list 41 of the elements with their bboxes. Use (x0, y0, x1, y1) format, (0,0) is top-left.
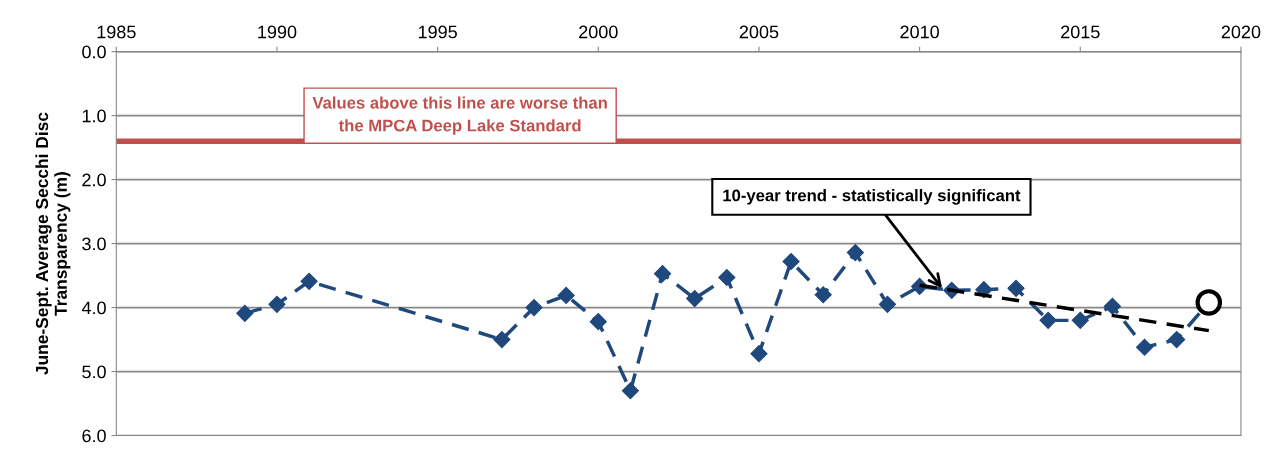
point (557, 286, 575, 304)
y-tick-label: 1.0 (82, 109, 106, 123)
annotation: 10-year trend - statistically significant (723, 189, 1021, 205)
point (1039, 311, 1057, 329)
x-tick-label: 2010 (900, 25, 939, 39)
y-tick-label: 2.0 (82, 173, 106, 187)
point (750, 345, 768, 363)
point (1168, 331, 1186, 349)
x-tick-label: 1990 (258, 25, 297, 39)
y-tick-label: 6.0 (82, 429, 106, 443)
y-tick-label: 5.0 (82, 365, 106, 379)
point (846, 243, 864, 262)
x-tick-label: 2020 (1221, 25, 1261, 39)
y-tick-label: 3.0 (82, 237, 106, 251)
y-tick-label: 4.0 (81, 301, 106, 315)
point (589, 313, 607, 331)
x-tick-label: 2015 (1061, 25, 1100, 39)
point (686, 290, 704, 308)
point (236, 304, 254, 322)
x-tick-label: 2005 (739, 25, 779, 39)
ref-line-label: Values above this line are worse than the MPCA Deep Lake Standard (312, 96, 607, 135)
y-axis-title: June-Sept. Average Secchi Disc Transparency (m) (35, 112, 71, 375)
point (621, 382, 639, 400)
point (1135, 338, 1154, 356)
point (653, 265, 672, 283)
point (814, 286, 832, 304)
x-tick-label: 2000 (579, 25, 618, 39)
point (1071, 311, 1089, 329)
y-tick-label: 0.0 (82, 45, 106, 59)
point (300, 272, 318, 290)
point (782, 252, 800, 271)
point (878, 295, 897, 313)
point (268, 295, 286, 313)
point (718, 268, 736, 287)
point (1007, 279, 1025, 297)
point (525, 299, 543, 317)
point (1103, 297, 1121, 315)
x-tick-label: 1985 (97, 25, 136, 39)
point (1195, 289, 1223, 316)
point (493, 331, 511, 349)
x-tick-label: 1995 (418, 25, 457, 39)
